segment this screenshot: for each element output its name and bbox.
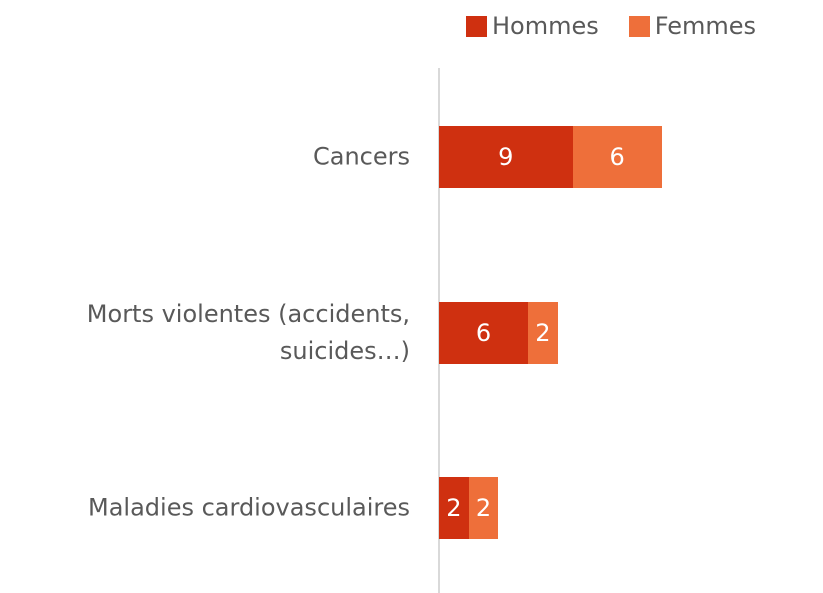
bar: 2	[468, 477, 499, 539]
legend-label: Hommes	[492, 12, 599, 40]
bar: 6	[439, 302, 529, 364]
bar: 2	[439, 477, 469, 539]
legend-label: Femmes	[654, 12, 757, 40]
data-label: 6	[609, 143, 625, 171]
legend-swatch	[628, 15, 650, 37]
data-label: 2	[535, 319, 551, 347]
bar: 2	[528, 302, 558, 364]
legend: Hommes Femmes	[466, 12, 786, 40]
legend-item: Hommes	[466, 12, 599, 40]
data-label: 9	[498, 143, 514, 171]
legend-swatch	[466, 15, 487, 37]
bar: 6	[572, 126, 662, 188]
data-label: 2	[475, 494, 492, 522]
category-label: Maladies cardiovasculaires	[88, 493, 410, 522]
legend-item: Femmes	[628, 12, 757, 40]
category-label: Cancers	[312, 142, 410, 171]
category-label: Morts violentes (accidents, suicides…)	[86, 300, 410, 365]
data-label: 2	[446, 494, 462, 522]
data-label: 6	[475, 319, 492, 347]
bar: 9	[439, 126, 573, 188]
